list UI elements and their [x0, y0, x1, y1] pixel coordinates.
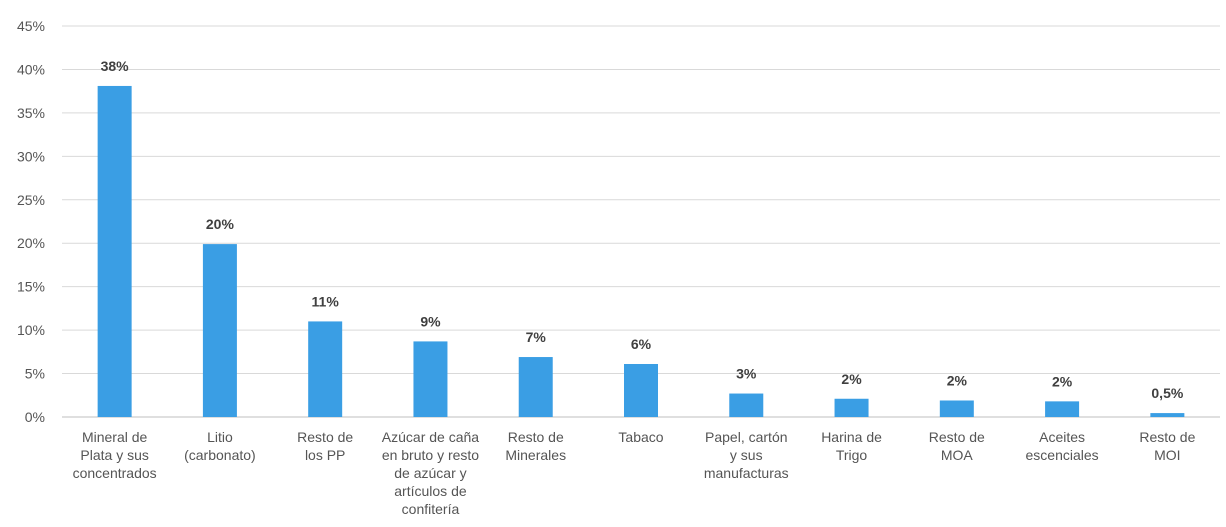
category-label: Papel, cartón y sus manufacturas: [704, 429, 789, 481]
category-label-line: Azúcar de caña: [382, 429, 479, 445]
bar: [413, 341, 448, 417]
category-label-line: Tabaco: [618, 429, 663, 445]
bar: [729, 393, 764, 417]
bar: [518, 357, 553, 417]
bar: [308, 321, 343, 417]
y-tick-label: 20%: [17, 235, 45, 251]
bar: [97, 85, 132, 417]
data-label: 3%: [736, 366, 757, 382]
data-label: 2%: [1052, 373, 1073, 389]
data-labels: 38% 20% 11% 9% 7% 6% 3% 2% 2% 2% 0,5%: [101, 58, 1184, 401]
bars: [97, 85, 1185, 417]
data-label: 11%: [312, 293, 340, 309]
category-label-line: de azúcar y: [394, 465, 466, 481]
y-tick-label: 0%: [25, 409, 45, 425]
category-label: Mineral de Plata y sus concentrados: [73, 429, 157, 481]
category-label-line: MOI: [1154, 447, 1180, 463]
category-label: Harina de Trigo: [821, 429, 882, 463]
category-label: Litio (carbonato): [184, 429, 256, 463]
category-label-line: Resto de: [297, 429, 353, 445]
data-label: 38%: [101, 58, 130, 74]
data-label: 2%: [841, 371, 862, 387]
category-label-line: Litio: [207, 429, 233, 445]
y-axis-tick-labels: 0% 5% 10% 15% 20% 25% 30% 35% 40% 45%: [17, 18, 45, 425]
category-label-line: los PP: [305, 447, 345, 463]
category-label-line: Minerales: [505, 447, 566, 463]
category-label: Aceites escenciales: [1026, 429, 1099, 463]
category-label-line: concentrados: [73, 465, 157, 481]
category-label-line: escenciales: [1026, 447, 1099, 463]
category-label-line: Aceites: [1039, 429, 1085, 445]
category-label-line: artículos de: [394, 483, 467, 499]
category-label-line: Papel, cartón: [705, 429, 788, 445]
y-tick-label: 45%: [17, 18, 45, 34]
category-label-line: confitería: [402, 501, 460, 517]
category-label-line: manufacturas: [704, 465, 789, 481]
data-label: 20%: [206, 216, 235, 232]
category-label: Tabaco: [618, 429, 663, 445]
category-label: Resto de MOI: [1139, 429, 1195, 463]
bar: [834, 398, 869, 417]
category-label: Resto de Minerales: [505, 429, 566, 463]
data-label: 0,5%: [1151, 385, 1183, 401]
y-tick-label: 40%: [17, 61, 45, 77]
gridlines: [62, 25, 1220, 418]
bar: [939, 400, 974, 417]
category-label-line: Plata y sus: [80, 447, 148, 463]
data-label: 9%: [420, 313, 441, 329]
category-labels: Mineral de Plata y sus concentrados Litio (c…: [73, 429, 1196, 517]
category-label-line: en bruto y resto: [382, 447, 479, 463]
category-label: Resto de MOA: [929, 429, 985, 463]
data-label: 7%: [526, 329, 547, 345]
category-label-line: Resto de: [508, 429, 564, 445]
bar: [624, 363, 658, 417]
category-label-line: (carbonato): [184, 447, 256, 463]
category-label-line: Harina de: [821, 429, 882, 445]
y-tick-label: 35%: [17, 105, 45, 121]
y-tick-label: 10%: [17, 322, 45, 338]
category-label-line: Resto de: [929, 429, 985, 445]
y-tick-label: 15%: [17, 279, 45, 295]
category-label-line: Mineral de: [82, 429, 148, 445]
y-tick-label: 25%: [17, 192, 45, 208]
y-tick-label: 5%: [25, 366, 45, 382]
category-label-line: Trigo: [836, 447, 868, 463]
category-label: Azúcar de caña en bruto y resto de azúcar …: [382, 429, 479, 517]
data-label: 2%: [947, 372, 968, 388]
category-label: Resto de los PP: [297, 429, 353, 463]
y-tick-label: 30%: [17, 148, 45, 164]
category-label-line: Resto de: [1139, 429, 1195, 445]
category-label-line: MOA: [941, 447, 974, 463]
bar: [202, 244, 237, 417]
bar: [1045, 401, 1080, 417]
data-label: 6%: [631, 336, 652, 352]
bar: [1150, 413, 1185, 417]
category-label-line: y sus: [730, 447, 763, 463]
